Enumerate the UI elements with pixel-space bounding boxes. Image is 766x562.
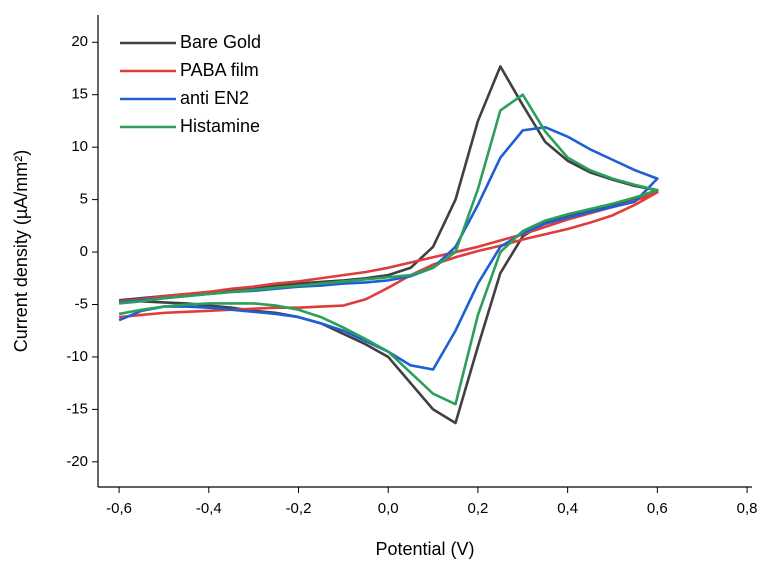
y-axis-label: Current density (µA/mm²) <box>11 150 31 352</box>
y-tick-label: -10 <box>66 348 88 365</box>
legend-label: PABA film <box>180 60 259 80</box>
y-tick-label: 15 <box>71 86 88 103</box>
y-tick-label: -15 <box>66 400 88 417</box>
y-tick-label: -5 <box>75 295 88 312</box>
y-tick-label: 10 <box>71 138 88 155</box>
legend-label: Histamine <box>180 116 260 136</box>
x-tick-label: 0,4 <box>557 500 578 517</box>
x-axis-label: Potential (V) <box>375 539 474 559</box>
x-tick-label: 0,2 <box>468 500 489 517</box>
series-line <box>118 190 659 319</box>
y-tick-label: 0 <box>80 243 88 260</box>
x-tick-label: -0,2 <box>286 500 312 517</box>
x-tick-label: 0,8 <box>737 500 758 517</box>
x-tick-label: -0,6 <box>106 500 132 517</box>
y-tick-label: -20 <box>66 453 88 470</box>
legend-label: anti EN2 <box>180 88 249 108</box>
y-tick-label: 5 <box>80 191 88 208</box>
x-tick-label: -0,4 <box>196 500 222 517</box>
legend-label: Bare Gold <box>180 32 261 52</box>
x-tick-label: 0,0 <box>378 500 399 517</box>
series-line <box>118 93 659 406</box>
y-tick-label: 20 <box>71 33 88 50</box>
x-tick-label: 0,6 <box>647 500 668 517</box>
